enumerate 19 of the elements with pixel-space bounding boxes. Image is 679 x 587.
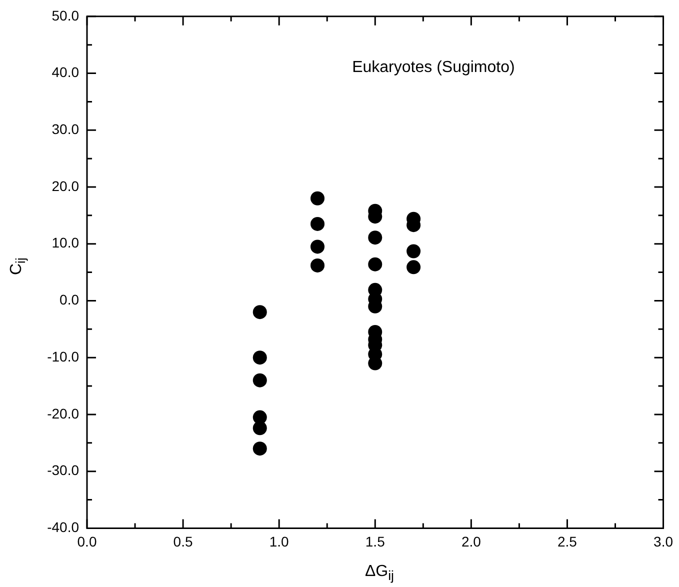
x-tick-label: 0.0	[77, 533, 97, 550]
y-tick-label: 0.0	[60, 292, 80, 308]
x-tick-label: 3.0	[654, 533, 674, 550]
y-tick-label: -40.0	[47, 519, 80, 536]
y-tick-label: 10.0	[52, 234, 80, 251]
x-tick-label: 2.0	[461, 533, 482, 550]
y-tick-label: 40.0	[52, 64, 80, 80]
y-tick-label: -20.0	[47, 405, 80, 422]
y-tick-label: -10.0	[47, 348, 80, 364]
y-tick-label: -30.0	[47, 462, 80, 478]
x-tick-label: 1.5	[365, 533, 386, 550]
y-tick-label: 50.0	[52, 7, 80, 24]
y-tick-label: 20.0	[52, 178, 80, 194]
x-tick-label: 1.0	[269, 533, 290, 550]
annotation: Eukaryotes (Sugimoto)	[352, 58, 515, 76]
x-axis-title: ΔG$_{ij}$	[364, 562, 396, 583]
x-tick-label: 2.5	[557, 533, 578, 550]
y-tick-label: 30.0	[52, 120, 80, 137]
x-tick-label: 0.5	[173, 533, 193, 550]
